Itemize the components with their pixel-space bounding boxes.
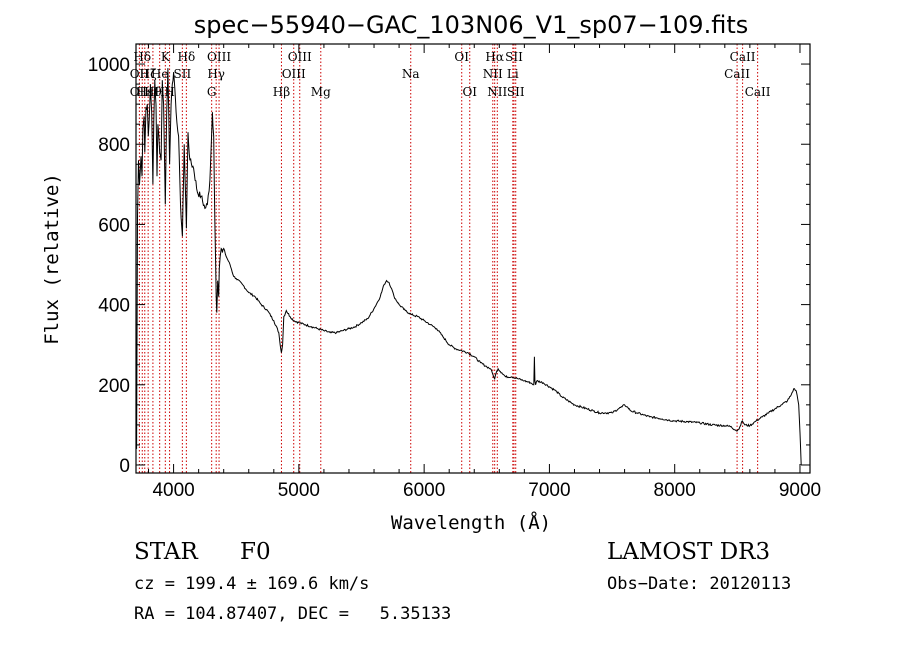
line-marker-label: OII xyxy=(130,85,150,99)
line-marker-label: G xyxy=(207,85,217,99)
line-marker-label: SII xyxy=(174,67,192,81)
line-marker-label: K xyxy=(161,50,171,64)
line-marker-label: OIII xyxy=(207,50,231,64)
line-marker-label: SII xyxy=(505,50,523,64)
x-tick-label: 8000 xyxy=(654,480,696,501)
line-marker-label: Hβ xyxy=(273,85,290,99)
y-tick-label: 800 xyxy=(98,135,130,156)
plot-frame xyxy=(135,43,811,474)
line-marker-label: SII xyxy=(507,85,525,99)
line-marker-label: NII xyxy=(487,85,507,99)
spectrum-line xyxy=(135,68,802,466)
sky-coordinates: RA = 104.87407, DEC = 5.35133 xyxy=(134,604,452,624)
y-tick-label: 1000 xyxy=(88,55,130,76)
axis-ticks: 4000 5000 6000 7000 8000 9000 0 200 400 600 800 100… xyxy=(88,44,821,501)
line-marker-label: CaII xyxy=(724,67,750,81)
survey-label: LAMOST DR3 xyxy=(607,539,771,565)
line-marker-label: Mg xyxy=(311,85,331,99)
line-marker-label: CaII xyxy=(730,50,756,64)
y-tick-label: 200 xyxy=(98,376,130,397)
object-subclass: F0 xyxy=(240,539,271,565)
y-axis-label: Flux (relative) xyxy=(41,173,63,345)
line-marker-label: OII xyxy=(130,67,150,81)
redshift-velocity: cz = 199.4 ± 169.6 km/s xyxy=(134,574,370,594)
x-axis-label: Wavelength (Å) xyxy=(391,511,551,534)
y-tick-label: 0 xyxy=(119,456,130,477)
observation-date: Obs−Date: 20120113 xyxy=(607,574,792,594)
line-marker-label: Hα xyxy=(485,50,504,64)
line-marker-label: OIII xyxy=(282,67,306,81)
line-marker-label: Hθ xyxy=(144,85,162,99)
line-marker-label: Hδ xyxy=(178,50,196,64)
line-marker-label: Hε xyxy=(136,85,153,99)
x-tick-label: 7000 xyxy=(528,480,570,501)
line-marker-label: OI xyxy=(462,85,477,99)
line-marker-label: Hζ xyxy=(140,67,157,81)
x-tick-label: 6000 xyxy=(403,480,445,501)
line-marker-label: He xyxy=(151,67,169,81)
line-marker-label: H xyxy=(154,85,164,99)
line-marker-label: OI xyxy=(454,50,469,64)
x-tick-label: 9000 xyxy=(779,480,821,501)
x-tick-label: 5000 xyxy=(278,480,320,501)
chart-title: spec−55940−GAC_103N06_V1_sp07−109.fits xyxy=(194,11,748,39)
line-marker-label: Na xyxy=(402,67,420,81)
y-tick-label: 400 xyxy=(98,296,130,317)
spectrum-series xyxy=(135,68,802,466)
line-marker-label: Hδ xyxy=(133,50,151,64)
line-marker-label: CaII xyxy=(745,85,771,99)
y-tick-label: 600 xyxy=(98,215,130,236)
line-marker-label: H xyxy=(164,85,174,99)
line-markers xyxy=(138,44,759,473)
line-marker-label: Hγ xyxy=(207,67,225,81)
object-class: STAR xyxy=(134,539,198,565)
x-tick-label: 4000 xyxy=(152,480,194,501)
line-marker-label: NII xyxy=(483,67,503,81)
line-marker-label: Li xyxy=(507,67,519,81)
line-marker-label: OIII xyxy=(288,50,312,64)
